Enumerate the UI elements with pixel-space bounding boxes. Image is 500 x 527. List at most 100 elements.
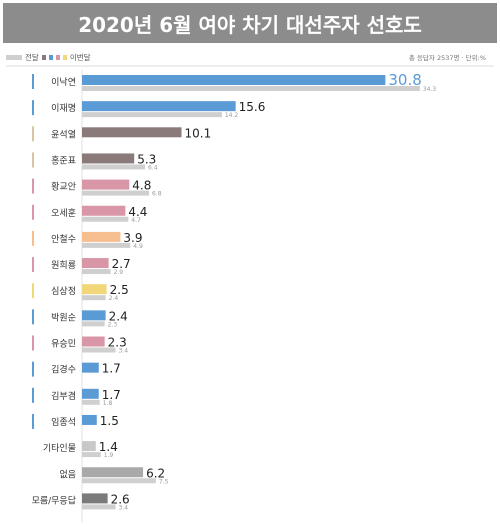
category-label: 김부겸 <box>51 390 76 402</box>
previous-value-label: 2.4 <box>109 295 119 302</box>
current-bar <box>82 441 96 452</box>
previous-bar <box>82 452 101 458</box>
previous-bar <box>82 216 129 222</box>
category-label: 없음 <box>59 469 76 480</box>
current-value-label: 2.3 <box>108 336 127 350</box>
category-label: 기타인물 <box>43 443 76 454</box>
current-value-label: 2.6 <box>111 492 130 506</box>
current-value-label: 2.7 <box>112 257 131 271</box>
current-bar <box>82 179 130 190</box>
category-label: 심상정 <box>51 286 76 297</box>
legend-current-label: 이번달 <box>69 53 91 62</box>
category-label: 모름/무응답 <box>32 494 76 506</box>
label-marker <box>32 361 34 377</box>
legend-previous-label: 전달 <box>25 53 39 62</box>
label-marker <box>32 413 34 429</box>
source-note: 총 응답자 2537명 · 단위:% <box>408 54 486 62</box>
current-value-label: 1.5 <box>100 414 119 428</box>
category-label: 윤석열 <box>51 129 76 140</box>
category-label: 황교안 <box>51 182 76 193</box>
current-bar <box>82 284 107 295</box>
legend-current-swatch-4 <box>62 55 67 60</box>
previous-value-label: 3.4 <box>118 504 128 511</box>
current-bar <box>82 205 126 216</box>
label-marker <box>32 74 34 89</box>
current-bar <box>82 153 135 164</box>
category-label: 홍준표 <box>51 154 76 166</box>
previous-bar <box>82 164 146 170</box>
current-bar <box>82 336 105 347</box>
category-label: 임종석 <box>51 416 76 428</box>
current-bar <box>82 362 99 373</box>
previous-value-label: 14.2 <box>225 112 239 119</box>
label-marker <box>32 230 34 246</box>
previous-value-label: 4.9 <box>133 243 143 250</box>
category-label: 안철수 <box>51 234 76 245</box>
previous-bar <box>82 112 222 118</box>
legend-current-swatch-3 <box>55 55 60 60</box>
current-bar <box>82 75 386 85</box>
current-value-label: 4.8 <box>132 179 151 193</box>
current-value-label: 3.9 <box>123 231 142 245</box>
previous-value-label: 2.9 <box>114 269 124 276</box>
previous-value-label: 3.4 <box>118 348 128 355</box>
label-marker <box>32 257 34 273</box>
previous-bar <box>82 321 105 327</box>
label-marker <box>32 178 34 194</box>
previous-bar <box>82 242 131 248</box>
previous-bar <box>82 347 116 353</box>
label-marker <box>32 126 34 142</box>
current-bar <box>82 310 106 321</box>
current-value-label: 30.8 <box>388 71 421 89</box>
category-label: 오세훈 <box>51 207 76 219</box>
previous-value-label: 7.5 <box>159 478 169 485</box>
previous-bar <box>82 269 111 275</box>
current-bar <box>82 467 144 478</box>
legend-current-swatch-2 <box>48 55 53 60</box>
previous-bar <box>82 478 156 484</box>
previous-bar <box>82 504 116 510</box>
current-bar <box>82 388 99 399</box>
category-label: 김경수 <box>51 364 76 376</box>
previous-value-label: 34.3 <box>423 86 437 93</box>
previous-value-label: 4.7 <box>131 217 141 224</box>
legend: 전달 이번달 <box>6 52 91 63</box>
current-value-label: 10.1 <box>184 126 211 140</box>
legend-current-swatch-1 <box>41 55 46 60</box>
label-marker <box>32 335 34 351</box>
label-marker <box>32 309 34 325</box>
current-bar <box>82 101 236 112</box>
current-value-label: 1.7 <box>102 388 121 402</box>
label-marker <box>32 387 34 403</box>
previous-bar <box>82 295 106 301</box>
label-marker <box>32 283 34 299</box>
previous-value-label: 6.8 <box>152 191 162 198</box>
previous-value-label: 1.9 <box>104 452 114 459</box>
current-bar <box>82 414 97 425</box>
previous-bar <box>82 399 100 405</box>
label-marker <box>32 152 34 168</box>
previous-bar <box>82 190 149 196</box>
previous-value-label: 6.4 <box>148 164 158 171</box>
current-value-label: 2.5 <box>110 283 129 297</box>
category-label: 이낙연 <box>51 77 76 88</box>
previous-value-label: 2.3 <box>108 321 118 328</box>
previous-bar <box>82 86 420 91</box>
category-label: 유승민 <box>51 339 76 350</box>
current-value-label: 6.2 <box>146 466 165 480</box>
current-value-label: 4.4 <box>128 205 147 219</box>
current-value-label: 1.4 <box>99 440 118 454</box>
legend-previous-swatch <box>6 55 22 60</box>
current-bar <box>82 258 109 269</box>
label-marker <box>32 204 34 220</box>
current-bar <box>82 493 108 504</box>
label-marker <box>32 100 34 116</box>
current-value-label: 1.7 <box>102 362 121 376</box>
category-label: 원희룡 <box>51 259 76 271</box>
category-label: 이재명 <box>51 103 76 114</box>
current-bar <box>82 127 182 138</box>
current-value-label: 2.4 <box>109 309 128 323</box>
current-value-label: 5.3 <box>137 152 156 166</box>
previous-value-label: 1.8 <box>103 400 113 407</box>
